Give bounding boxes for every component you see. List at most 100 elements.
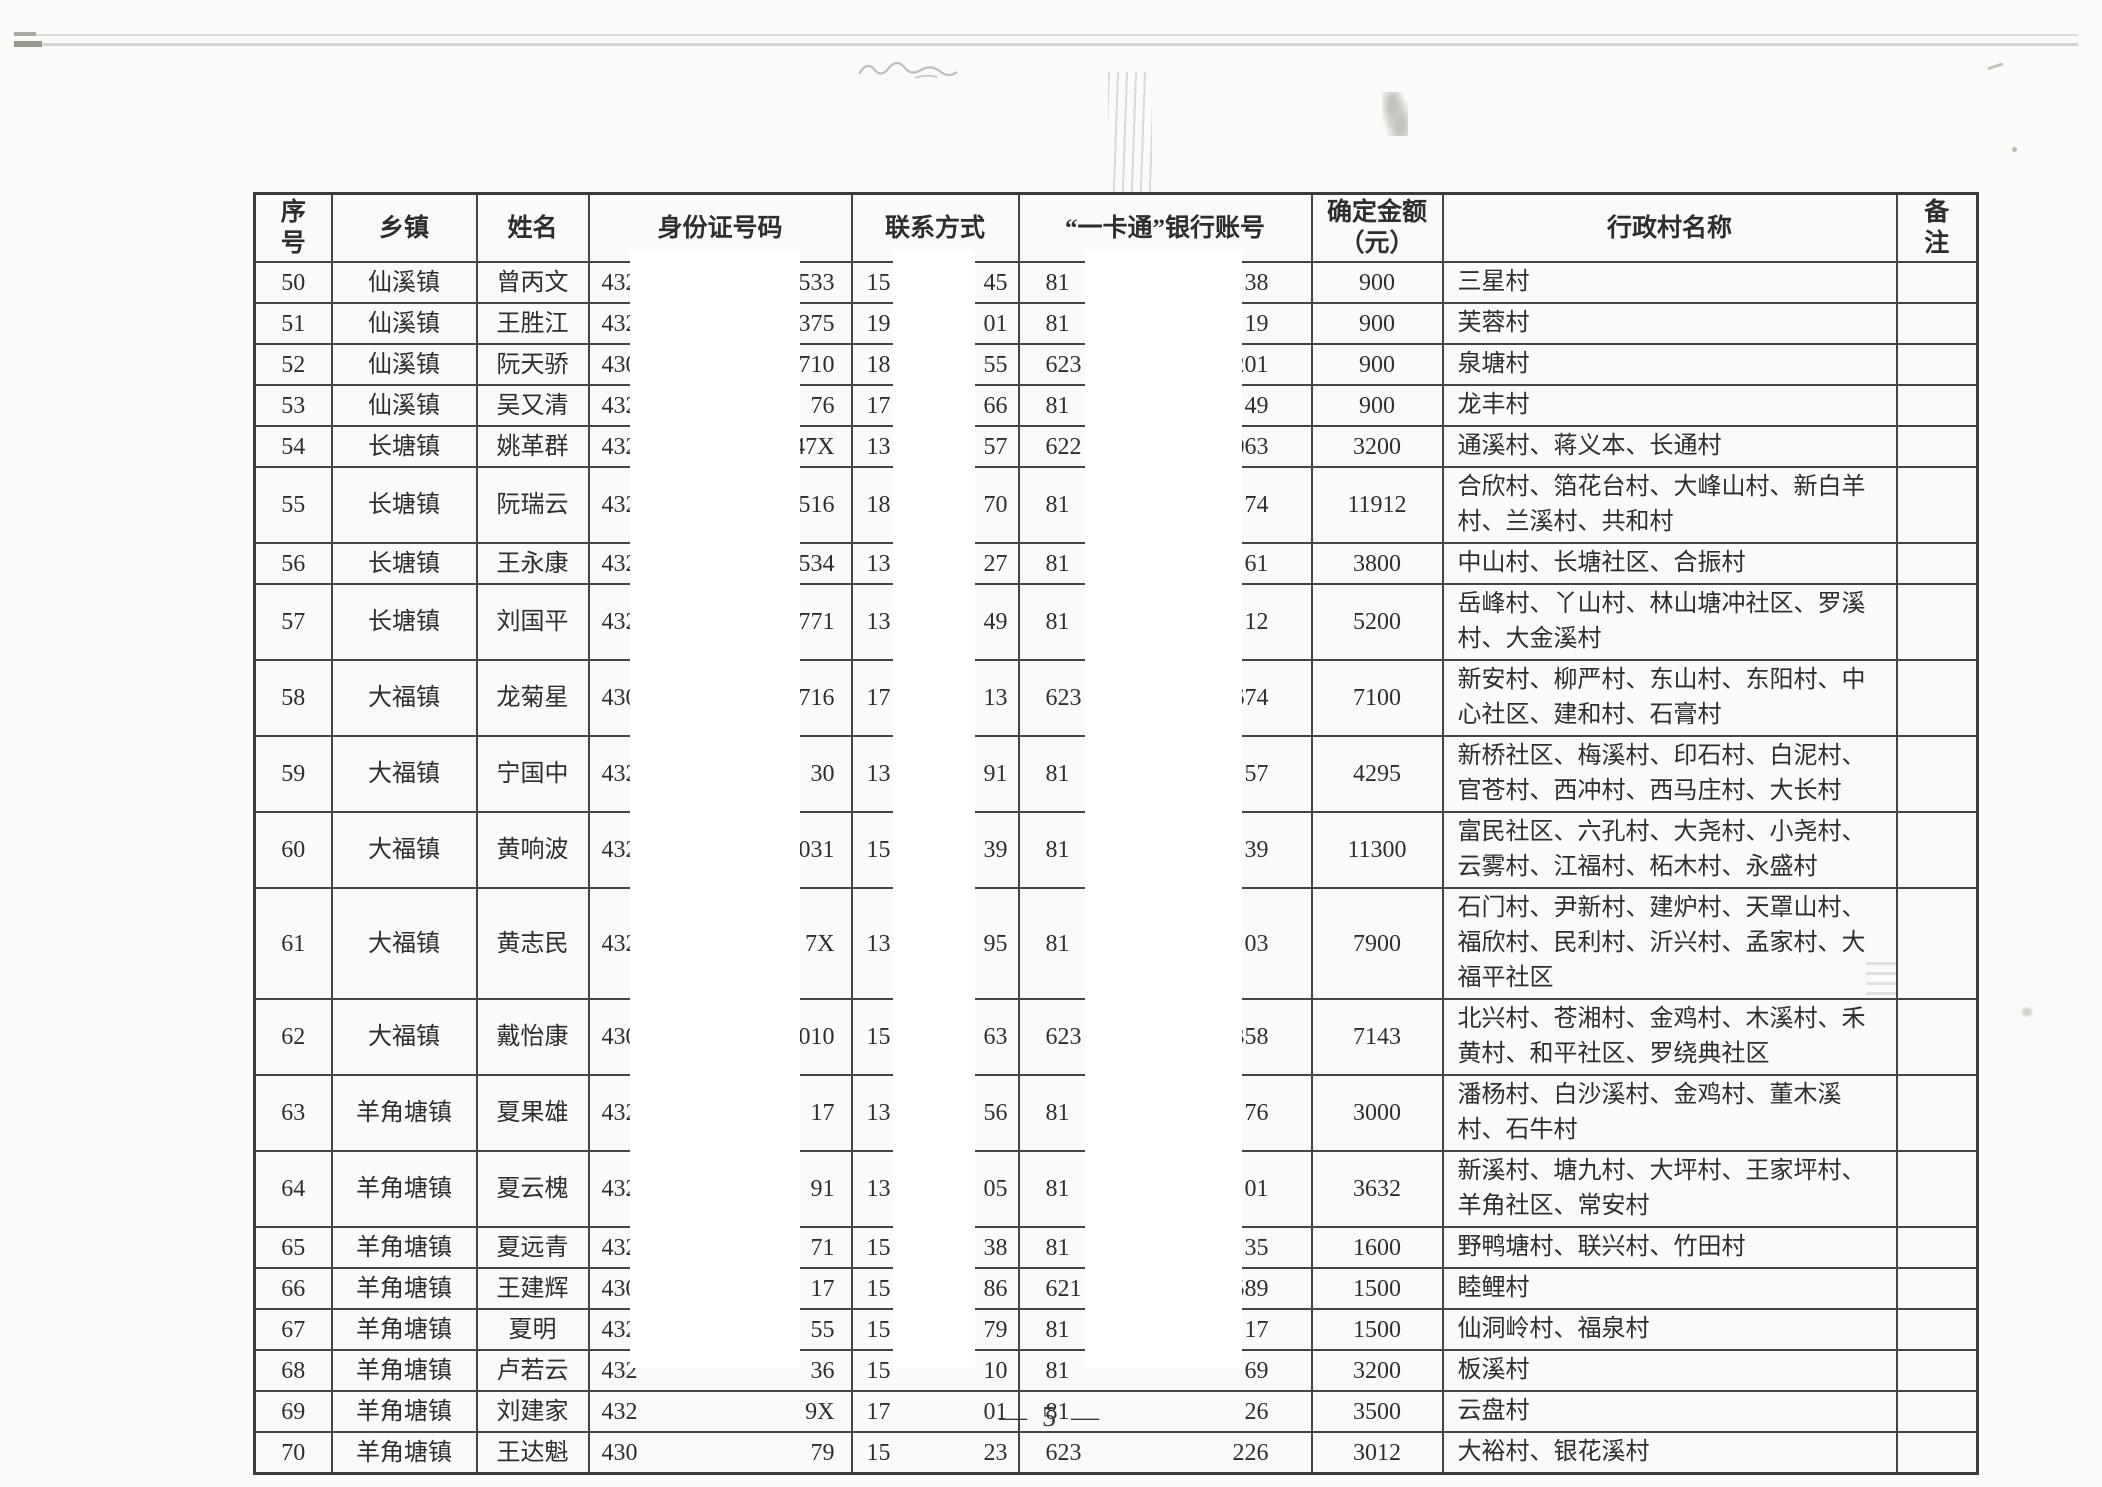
cell-amount: 7143 <box>1310 998 1444 1076</box>
cell-village: 通溪村、蒋义本、长通村 <box>1441 425 1898 468</box>
digit-fragment-left: 81 <box>1045 837 1070 863</box>
digit-fragment-right: 7X <box>805 930 835 957</box>
digit-fragment-right: 91 <box>983 761 1008 787</box>
cell-index: 66 <box>253 1267 333 1310</box>
cell-village: 板溪村 <box>1441 1349 1898 1392</box>
digit-fragment-right: 49 <box>1244 392 1269 419</box>
cell-remark <box>1895 302 1979 345</box>
cell-township: 羊角塘镇 <box>330 1431 478 1475</box>
cell-name: 戴怡康 <box>475 998 590 1076</box>
cell-amount: 7100 <box>1310 659 1444 737</box>
digit-fragment-right: 79 <box>810 1439 835 1466</box>
cell-name: 龙菊星 <box>475 659 590 737</box>
cell-contact: 17 01 <box>850 1390 1020 1433</box>
digit-fragment-right: 010 <box>798 1024 835 1050</box>
cell-name: 曾丙文 <box>475 261 590 304</box>
cell-index: 54 <box>253 425 333 468</box>
digit-fragment-right: 710 <box>798 351 835 378</box>
digit-fragment-left: 13 <box>866 930 891 957</box>
cell-remark <box>1895 887 1979 1000</box>
cell-amount: 3800 <box>1310 542 1444 585</box>
digit-fragment-right: 47X <box>793 433 835 460</box>
digit-fragment-right: 66 <box>983 392 1008 419</box>
cell-amount: 4295 <box>1310 735 1444 813</box>
digit-fragment-right: 10 <box>983 1357 1008 1384</box>
digit-fragment-right: 57 <box>983 433 1008 460</box>
cell-name: 夏明 <box>475 1308 590 1351</box>
cell-remark <box>1895 1074 1979 1152</box>
cell-township: 羊角塘镇 <box>330 1226 478 1269</box>
cell-township: 长塘镇 <box>330 425 478 468</box>
cell-remark <box>1895 343 1979 386</box>
digit-fragment-right: 01 <box>983 1398 1008 1425</box>
cell-village: 富民社区、六孔村、大尧村、小尧村、云雾村、江福村、柘木村、永盛村 <box>1441 811 1898 889</box>
digit-fragment-right: 63 <box>983 1024 1008 1050</box>
table-header-row: 序 号 乡镇 姓名 身份证号码 联系方式 “一卡通”银行账号 确定金额 （元） … <box>253 192 1979 263</box>
cell-index: 52 <box>253 343 333 386</box>
digit-fragment-left: 13 <box>866 1176 891 1202</box>
cell-remark <box>1895 466 1979 544</box>
digit-fragment-right: 516 <box>798 492 835 518</box>
cell-amount: 1500 <box>1310 1308 1444 1351</box>
scan-artifact-mark <box>14 32 36 36</box>
cell-account: 81 26 <box>1017 1390 1313 1433</box>
cell-village: 中山村、长塘社区、合振村 <box>1441 542 1898 585</box>
redaction-box-account <box>1085 250 1242 1368</box>
cell-township: 羊角塘镇 <box>330 1074 478 1152</box>
digit-fragment-right: 76 <box>1244 1100 1269 1126</box>
digit-fragment-right: 534 <box>798 550 835 577</box>
cell-township: 羊角塘镇 <box>330 1308 478 1351</box>
cell-amount: 11300 <box>1310 811 1444 889</box>
digit-fragment-left: 81 <box>1045 1316 1070 1343</box>
digit-fragment-right: 771 <box>798 609 835 635</box>
cell-village: 新溪村、塘九村、大坪村、王家坪村、羊角社区、常安村 <box>1441 1150 1898 1228</box>
digit-fragment-right: 76 <box>810 392 835 419</box>
scan-artifact-blot <box>1382 92 1408 136</box>
cell-township: 长塘镇 <box>330 466 478 544</box>
cell-township: 大福镇 <box>330 735 478 813</box>
cell-name: 夏远青 <box>475 1226 590 1269</box>
digit-fragment-left: 13 <box>866 1100 891 1126</box>
digit-fragment-left: 623 <box>1045 685 1082 711</box>
page-number: — 5 — <box>999 1402 1103 1433</box>
cell-index: 53 <box>253 384 333 427</box>
digit-fragment-left: 17 <box>866 392 891 419</box>
cell-remark <box>1895 1390 1979 1433</box>
cell-index: 55 <box>253 466 333 544</box>
cell-remark <box>1895 583 1979 661</box>
digit-fragment-left: 15 <box>866 837 891 863</box>
cell-village: 潘杨村、白沙溪村、金鸡村、董木溪村、石牛村 <box>1441 1074 1898 1152</box>
cell-township: 大福镇 <box>330 811 478 889</box>
cell-name: 王达魁 <box>475 1431 590 1475</box>
digit-fragment-right: 17 <box>1244 1316 1269 1343</box>
scan-artifact-line <box>14 34 2078 36</box>
cell-account: 623 226 <box>1017 1431 1313 1475</box>
header-amount: 确定金额 （元） <box>1310 192 1444 263</box>
digit-fragment-right: 031 <box>798 837 835 863</box>
cell-township: 羊角塘镇 <box>330 1150 478 1228</box>
digit-fragment-right: 226 <box>1232 1439 1269 1466</box>
digit-fragment-right: 45 <box>983 269 1008 296</box>
digit-fragment-right: 38 <box>1244 269 1269 296</box>
table-row: 56 长塘镇 王永康 432 534 13 27 81 61 3800 中山村、长塘社区、合振村 <box>253 542 1979 585</box>
cell-index: 63 <box>253 1074 333 1152</box>
cell-amount: 3500 <box>1310 1390 1444 1433</box>
digit-fragment-right: 55 <box>810 1316 835 1343</box>
digit-fragment-right: 91 <box>810 1176 835 1202</box>
digit-fragment-left: 621 <box>1045 1275 1082 1302</box>
digit-fragment-right: 17 <box>810 1100 835 1126</box>
cell-amount: 1500 <box>1310 1267 1444 1310</box>
digit-fragment-left: 81 <box>1045 310 1070 337</box>
digit-fragment-left: 15 <box>866 1275 891 1302</box>
digit-fragment-right: 27 <box>983 550 1008 577</box>
redaction-box-id-number <box>630 250 800 1368</box>
digit-fragment-right: 01 <box>1244 1176 1269 1202</box>
scan-artifact-line <box>14 43 2078 46</box>
cell-id-number: 430 79 <box>587 1431 853 1475</box>
cell-name: 吴又清 <box>475 384 590 427</box>
header-name: 姓名 <box>475 192 590 263</box>
cell-township: 仙溪镇 <box>330 261 478 304</box>
digit-fragment-left: 18 <box>866 492 891 518</box>
digit-fragment-right: 71 <box>810 1234 835 1261</box>
digit-fragment-right: 74 <box>1244 492 1269 518</box>
